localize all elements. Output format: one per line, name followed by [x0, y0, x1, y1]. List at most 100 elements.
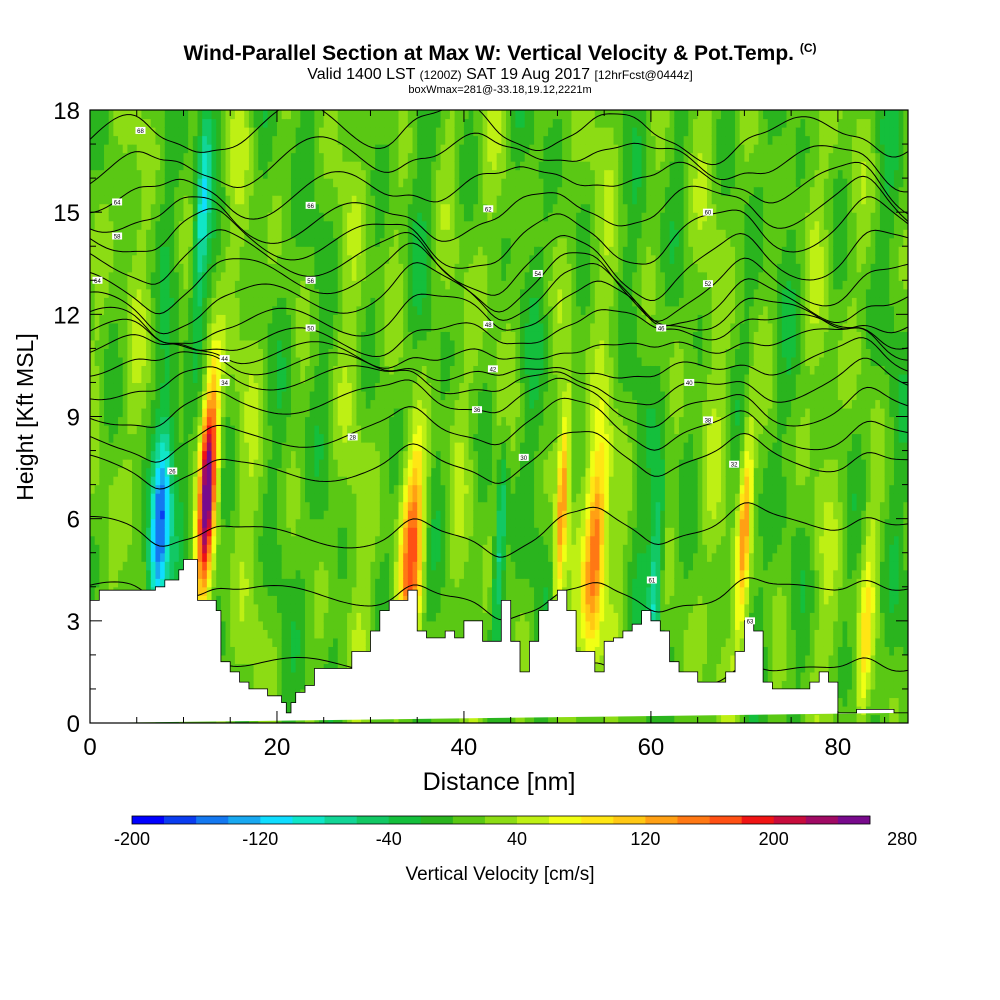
field-cell: [239, 288, 245, 298]
field-cell: [384, 314, 390, 324]
field-cell: [192, 152, 199, 162]
field-cell: [113, 416, 119, 426]
field-cell: [361, 127, 367, 137]
field-cell: [216, 178, 222, 188]
field-cell: [244, 118, 250, 128]
field-cell: [342, 280, 348, 290]
field-cell: [244, 442, 250, 452]
field-cell: [253, 433, 259, 443]
field-cell: [300, 110, 306, 120]
field-cell: [393, 339, 400, 349]
field-cell: [178, 467, 185, 477]
field-cell: [290, 314, 297, 324]
field-cell: [314, 603, 320, 613]
field-cell: [290, 212, 297, 222]
field-cell: [99, 152, 105, 162]
field-cell: [104, 535, 110, 545]
field-cell: [202, 442, 208, 452]
field-cell: [220, 203, 227, 213]
field-cell: [403, 297, 409, 307]
field-cell: [272, 365, 278, 375]
field-cell: [361, 595, 367, 605]
field-cell: [132, 339, 138, 349]
field-cell: [164, 510, 171, 520]
field-cell: [300, 186, 306, 196]
field-cell: [272, 595, 278, 605]
field-cell: [253, 382, 259, 392]
field-cell: [258, 254, 264, 264]
field-cell: [160, 322, 166, 332]
field-cell: [361, 152, 367, 162]
field-cell: [174, 510, 180, 520]
field-cell: [398, 535, 404, 545]
field-cell: [141, 271, 147, 281]
field-cell: [286, 246, 292, 256]
field-cell: [384, 433, 390, 443]
field-cell: [300, 407, 306, 418]
field-cell: [276, 271, 283, 281]
field-cell: [375, 433, 381, 443]
field-cell: [393, 237, 400, 247]
field-cell: [174, 144, 180, 154]
field-cell: [169, 178, 175, 188]
field-cell: [393, 552, 400, 562]
field-cell: [99, 527, 105, 537]
field-cell: [403, 314, 409, 324]
field-cell: [183, 246, 189, 256]
field-cell: [108, 552, 114, 562]
field-cell: [230, 612, 236, 622]
field-cell: [244, 314, 250, 324]
field-cell: [234, 459, 241, 469]
field-cell: [94, 263, 100, 273]
field-cell: [253, 620, 259, 630]
field-cell: [132, 382, 138, 392]
field-cell: [230, 348, 236, 358]
field-cell: [174, 118, 180, 128]
field-cell: [211, 442, 217, 452]
field-cell: [375, 586, 381, 596]
field-cell: [248, 578, 255, 588]
field-cell: [225, 569, 231, 579]
field-cell: [99, 271, 105, 281]
field-cell: [136, 144, 143, 154]
field-cell: [169, 569, 175, 579]
field-cell: [258, 603, 264, 613]
field-cell: [276, 331, 283, 341]
field-cell: [290, 178, 297, 188]
field-cell: [206, 305, 213, 315]
field-cell: [342, 578, 348, 588]
field-cell: [267, 237, 273, 247]
field-cell: [202, 322, 208, 332]
field-cell: [305, 629, 311, 639]
field-cell: [393, 399, 400, 409]
field-cell: [253, 373, 259, 384]
field-cell: [379, 110, 386, 120]
field-cell: [290, 203, 297, 213]
field-cell: [365, 646, 372, 656]
field-cell: [225, 203, 231, 213]
field-cell: [295, 152, 301, 162]
field-cell: [90, 314, 96, 324]
field-cell: [174, 425, 180, 435]
field-cell: [146, 578, 152, 588]
field-cell: [309, 339, 315, 349]
field-cell: [160, 356, 166, 367]
field-cell: [309, 220, 315, 230]
field-cell: [127, 382, 133, 392]
field-cell: [286, 288, 292, 298]
field-cell: [295, 595, 301, 605]
field-cell: [384, 220, 390, 230]
field-cell: [132, 237, 138, 247]
field-cell: [174, 331, 180, 341]
field-cell: [351, 152, 358, 162]
field-cell: [356, 586, 362, 596]
field-cell: [328, 186, 334, 196]
field-cell: [258, 663, 264, 673]
field-cell: [113, 118, 119, 128]
field-cell: [262, 178, 269, 188]
field-cell: [361, 544, 367, 554]
field-cell: [347, 493, 353, 503]
field-cell: [99, 476, 105, 486]
field-cell: [342, 416, 348, 426]
field-cell: [351, 356, 358, 367]
